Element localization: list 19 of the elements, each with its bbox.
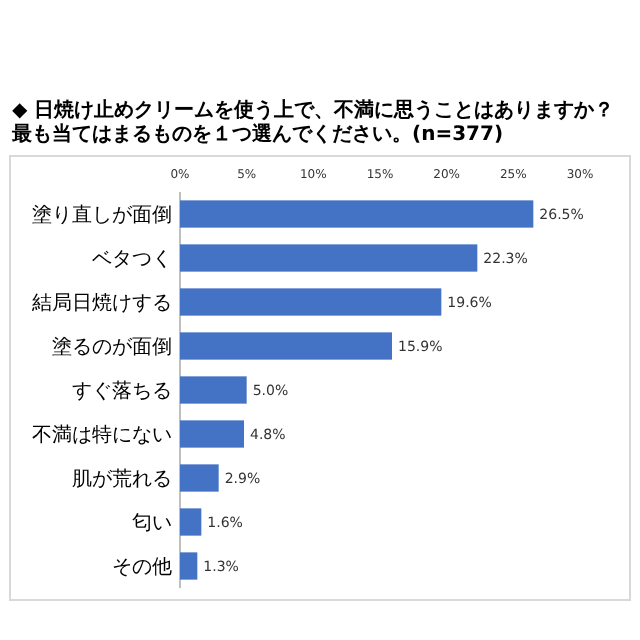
y-tick-label: ベタつく xyxy=(92,249,172,271)
bar xyxy=(180,420,244,448)
y-tick-label: 不満は特にない xyxy=(32,423,172,447)
chart-title: ◆ 日焼け止めクリームを使う上で、不満に思うことはありますか？最も当てはまるものを１つ選んでください。(n=377) xyxy=(12,100,617,148)
bar xyxy=(180,508,202,536)
bar xyxy=(180,552,198,580)
bar xyxy=(180,288,442,316)
y-tick-label: 肌が荒れる xyxy=(72,467,172,491)
bar xyxy=(180,200,534,228)
y-tick-label: 塗るのが面倒 xyxy=(52,335,172,359)
y-tick-label: 塗り直しが面倒 xyxy=(32,203,172,227)
bar xyxy=(180,244,478,272)
y-tick-label: 匂い xyxy=(132,511,172,535)
y-tick-label: すぐ落ちる xyxy=(72,379,172,403)
bar xyxy=(180,464,219,492)
bar xyxy=(180,332,392,360)
bar xyxy=(180,376,247,404)
y-tick-label: 結局日焼けする xyxy=(30,291,172,315)
y-tick-label: その他 xyxy=(112,555,172,579)
